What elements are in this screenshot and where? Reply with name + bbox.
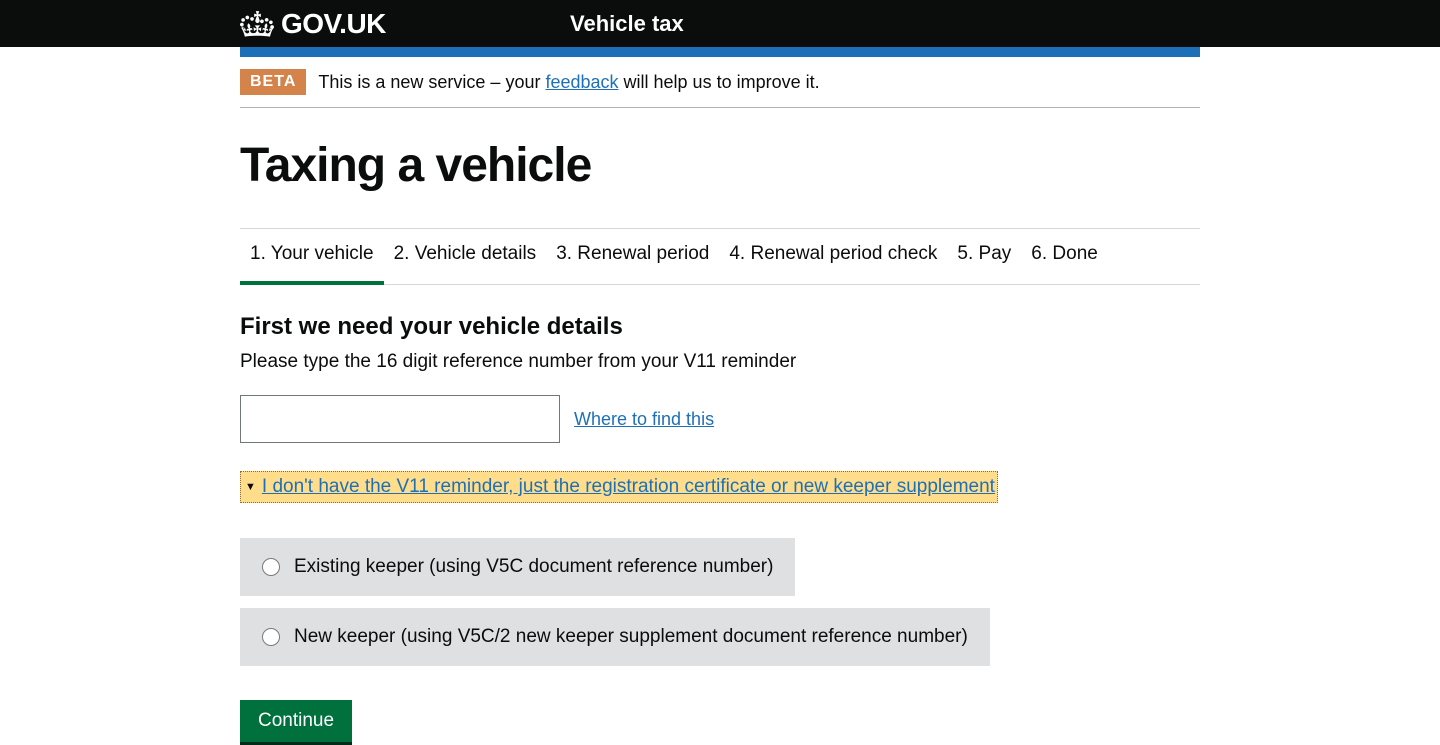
radio-label-existing: Existing keeper (using V5C document refe… bbox=[294, 556, 773, 578]
service-name: Vehicle tax bbox=[570, 11, 684, 37]
govuk-logo-text: GOV.UK bbox=[281, 8, 386, 40]
where-to-find-link[interactable]: Where to find this bbox=[574, 409, 714, 430]
header-content: GOV.UK Vehicle tax bbox=[240, 8, 1200, 40]
continue-button[interactable]: Continue bbox=[240, 700, 352, 745]
step-vehicle-details[interactable]: 2. Vehicle details bbox=[384, 229, 547, 285]
govuk-logo[interactable]: GOV.UK bbox=[240, 8, 386, 40]
step-pay[interactable]: 5. Pay bbox=[947, 229, 1021, 285]
radio-icon bbox=[262, 558, 280, 576]
radio-new-keeper[interactable]: New keeper (using V5C/2 new keeper suppl… bbox=[240, 608, 990, 666]
disclosure-text: I don't have the V11 reminder, just the … bbox=[262, 476, 995, 498]
step-your-vehicle[interactable]: 1. Your vehicle bbox=[240, 229, 384, 285]
step-renewal-check[interactable]: 4. Renewal period check bbox=[719, 229, 947, 285]
step-done[interactable]: 6. Done bbox=[1021, 229, 1108, 285]
phase-text-after: will help us to improve it. bbox=[619, 72, 820, 92]
no-v11-disclosure[interactable]: ▼ I don't have the V11 reminder, just th… bbox=[240, 471, 998, 503]
reference-input-row: Where to find this bbox=[240, 395, 1200, 443]
feedback-link[interactable]: feedback bbox=[545, 72, 618, 92]
step-renewal-period[interactable]: 3. Renewal period bbox=[546, 229, 719, 285]
crown-icon bbox=[240, 9, 275, 39]
reference-input[interactable] bbox=[240, 395, 560, 443]
phase-text-before: This is a new service – your bbox=[318, 72, 545, 92]
disclosure-arrow-icon: ▼ bbox=[245, 481, 256, 493]
phase-banner-text: This is a new service – your feedback wi… bbox=[318, 72, 819, 93]
radio-existing-keeper[interactable]: Existing keeper (using V5C document refe… bbox=[240, 538, 795, 596]
radio-label-new: New keeper (using V5C/2 new keeper suppl… bbox=[294, 626, 968, 648]
header-bar: GOV.UK Vehicle tax bbox=[0, 0, 1440, 47]
intro-text: Please type the 16 digit reference numbe… bbox=[240, 351, 1200, 373]
blue-accent-bar bbox=[240, 47, 1200, 57]
page-title: Taxing a vehicle bbox=[240, 138, 1200, 193]
beta-tag: BETA bbox=[240, 69, 306, 95]
steps-nav: 1. Your vehicle 2. Vehicle details 3. Re… bbox=[240, 228, 1200, 285]
section-heading: First we need your vehicle details bbox=[240, 313, 1200, 341]
phase-banner: BETA This is a new service – your feedba… bbox=[240, 57, 1200, 108]
radio-icon bbox=[262, 628, 280, 646]
